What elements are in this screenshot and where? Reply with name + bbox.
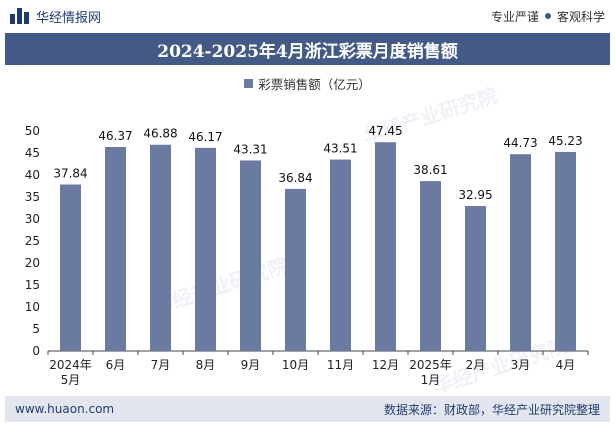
bar (465, 206, 486, 351)
brand: 华经情报网 (10, 7, 101, 26)
y-tick-label: 0 (32, 344, 40, 358)
data-label: 37.84 (53, 167, 87, 181)
bar (105, 146, 126, 351)
x-tick-label: 11月 (327, 358, 354, 372)
x-tick-label: 9月 (241, 358, 261, 372)
y-tick-label: 30 (25, 212, 40, 226)
y-tick-label: 35 (25, 190, 40, 204)
bar (330, 159, 351, 351)
tagline-left: 专业严谨 (490, 9, 539, 24)
y-tick-label: 50 (25, 124, 40, 138)
y-tick-label: 20 (25, 256, 40, 270)
data-label: 45.23 (548, 134, 582, 148)
x-tick-label: 8月 (196, 358, 216, 372)
data-label: 36.84 (278, 171, 312, 185)
data-label: 46.17 (188, 130, 222, 144)
chart-legend: 彩票销售额（亿元） (0, 74, 615, 93)
data-label: 43.31 (233, 142, 267, 156)
top-bar: 华经情报网 专业严谨 客观科学 (0, 0, 615, 32)
bar (195, 147, 216, 351)
x-tick-label: 2024年 5月 (49, 358, 92, 387)
footer-source: 数据来源：财政部，华经产业研究院整理 (383, 402, 600, 417)
x-tick-label: 7月 (151, 358, 171, 372)
bar (60, 184, 81, 351)
y-tick-label: 25 (25, 234, 40, 248)
x-tick-label: 12月 (372, 358, 399, 372)
data-label: 47.45 (368, 124, 402, 138)
x-tick-label: 10月 (282, 358, 309, 372)
footer: www.huaon.com 数据来源：财政部，华经产业研究院整理 (5, 396, 610, 422)
y-tick-label: 45 (25, 146, 40, 160)
y-tick-label: 5 (32, 322, 40, 336)
bar (510, 154, 531, 351)
data-label: 46.37 (98, 129, 132, 143)
bar (375, 142, 396, 351)
x-tick-label: 6月 (106, 358, 126, 372)
data-label: 38.61 (413, 163, 447, 177)
bar (555, 151, 576, 351)
tagline-right: 客观科学 (556, 9, 605, 24)
x-tick-label: 2月 (466, 358, 486, 372)
chart-title: 2024-2025年4月浙江彩票月度销售额 (5, 33, 610, 65)
footer-website: www.huaon.com (15, 402, 115, 416)
data-label: 46.88 (143, 127, 177, 141)
bar (240, 160, 261, 351)
bar (420, 181, 441, 351)
brand-logo-icon (10, 8, 30, 24)
data-label: 43.51 (323, 142, 357, 156)
legend-label: 彩票销售额（亿元） (258, 77, 371, 92)
brand-name: 华经情报网 (36, 10, 102, 26)
y-tick-label: 10 (25, 300, 40, 314)
bar (285, 188, 306, 351)
data-label: 44.73 (503, 136, 537, 150)
x-tick-label: 3月 (511, 358, 531, 372)
x-tick-label: 4月 (556, 358, 576, 372)
bar (150, 144, 171, 351)
data-label: 32.95 (458, 188, 492, 202)
y-tick-label: 15 (25, 278, 40, 292)
legend-swatch (244, 79, 254, 88)
tagline: 专业严谨 客观科学 (491, 8, 605, 25)
bullet-dot-icon (544, 13, 551, 19)
x-tick-label: 2025年 1月 (409, 358, 452, 387)
y-tick-label: 40 (25, 168, 40, 182)
